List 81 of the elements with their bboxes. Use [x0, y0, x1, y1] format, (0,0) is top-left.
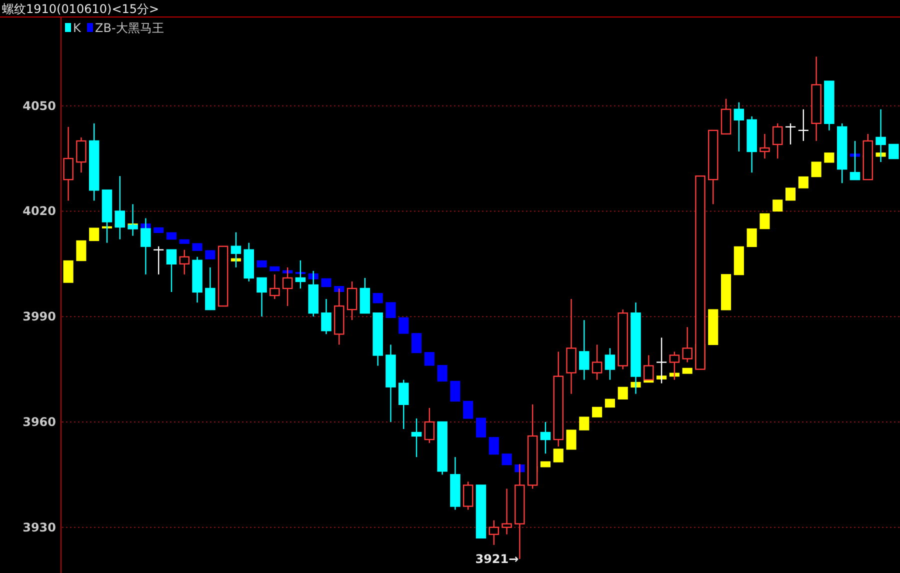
candlestick: [772, 122, 783, 160]
bar: [618, 386, 628, 400]
candlestick: [76, 136, 86, 174]
bar: [656, 376, 667, 380]
bar: [256, 260, 267, 268]
bar: [746, 228, 757, 248]
y-tick-label: 4050: [22, 98, 56, 113]
candlestick: [424, 407, 435, 444]
bar: [398, 317, 409, 334]
candlestick: [179, 249, 190, 276]
bar: [502, 454, 512, 466]
y-tick-label: 4020: [22, 204, 56, 218]
candlestick: [63, 126, 74, 202]
candlestick: [321, 298, 332, 335]
candlestick: [256, 277, 267, 318]
candlestick: [850, 140, 860, 180]
bar: [334, 286, 344, 292]
bar: [592, 406, 602, 418]
bar: [772, 200, 783, 212]
candlestick: [656, 337, 668, 384]
bar: [372, 293, 383, 304]
bar: [386, 302, 396, 318]
candlestick: [152, 246, 164, 276]
candlestick: [734, 102, 744, 152]
candlestick: [784, 122, 796, 146]
bar: [321, 278, 332, 288]
bar: [682, 368, 692, 374]
bar: [437, 365, 448, 382]
bar: [63, 260, 74, 283]
bar: [721, 274, 732, 310]
candlestick: [411, 418, 422, 458]
bar: [89, 228, 100, 242]
y-tick-label: 3930: [22, 520, 56, 534]
bar: [270, 266, 280, 272]
bar: [579, 416, 590, 430]
candlestick: [398, 379, 409, 430]
candlestick: [270, 274, 280, 300]
chart-title: 螺纹1910(010610)<15分>: [2, 2, 160, 16]
bar: [811, 162, 822, 178]
candlestick: [682, 326, 692, 363]
bar: [734, 246, 744, 276]
legend-label: K: [73, 21, 82, 35]
bar: [785, 188, 796, 201]
candlestick: [760, 133, 770, 160]
y-tick-label: 3990: [22, 310, 56, 324]
y-tick-label: 3960: [22, 414, 56, 429]
bar: [553, 448, 564, 462]
bar: [450, 380, 460, 402]
bar: [205, 250, 216, 260]
candlestick: [166, 249, 177, 293]
bar: [76, 240, 86, 262]
candlestick: [488, 520, 500, 546]
bar: [798, 176, 808, 188]
bar: [411, 333, 422, 354]
bar: [463, 400, 474, 419]
bar: [540, 461, 551, 468]
bar: [824, 152, 834, 163]
bar: [604, 398, 615, 408]
bar: [488, 437, 499, 455]
bar: [476, 418, 486, 438]
bar: [424, 352, 434, 366]
bar: [282, 270, 293, 274]
candlestick: [462, 481, 474, 510]
bar: [760, 213, 770, 230]
candlestick: [579, 319, 590, 380]
bar: [566, 430, 576, 450]
bar: [154, 227, 164, 233]
candlestick: [282, 266, 293, 307]
legend-label: ZB-大黑马王: [95, 21, 164, 35]
candlestick: [502, 488, 512, 535]
annotation: 3921→: [475, 552, 519, 566]
candlestick: [592, 344, 602, 380]
bar: [192, 243, 202, 251]
candlestick: [876, 108, 886, 163]
bar: [179, 239, 190, 244]
candlestick: [604, 348, 616, 380]
candlestick: [205, 266, 216, 310]
candlestick: [540, 421, 551, 454]
bar: [166, 232, 177, 240]
candlestick: [798, 108, 810, 142]
bar: [708, 309, 718, 346]
